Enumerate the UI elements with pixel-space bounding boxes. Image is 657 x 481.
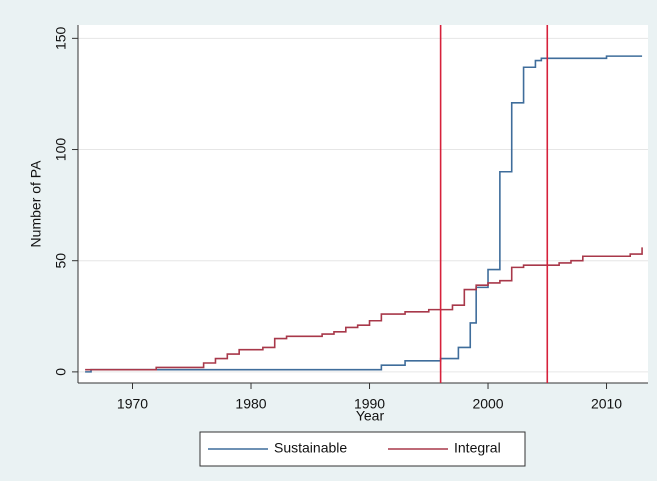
y-tick-label: 100 [53, 138, 69, 162]
x-tick-label: 1970 [117, 396, 148, 412]
x-tick-label: 1990 [354, 396, 385, 412]
legend-label: Sustainable [274, 440, 347, 456]
x-axis-label: Year [356, 408, 385, 424]
y-tick-label: 150 [53, 26, 69, 50]
plot-area [78, 25, 648, 383]
y-tick-label: 0 [53, 368, 69, 376]
legend-label: Integral [454, 440, 501, 456]
x-tick-label: 2000 [472, 396, 503, 412]
y-tick-label: 50 [53, 253, 69, 269]
y-axis-label: Number of PA [28, 160, 44, 248]
series-line [85, 55, 643, 373]
x-tick-label: 1980 [235, 396, 266, 412]
x-tick-label: 2010 [591, 396, 622, 412]
